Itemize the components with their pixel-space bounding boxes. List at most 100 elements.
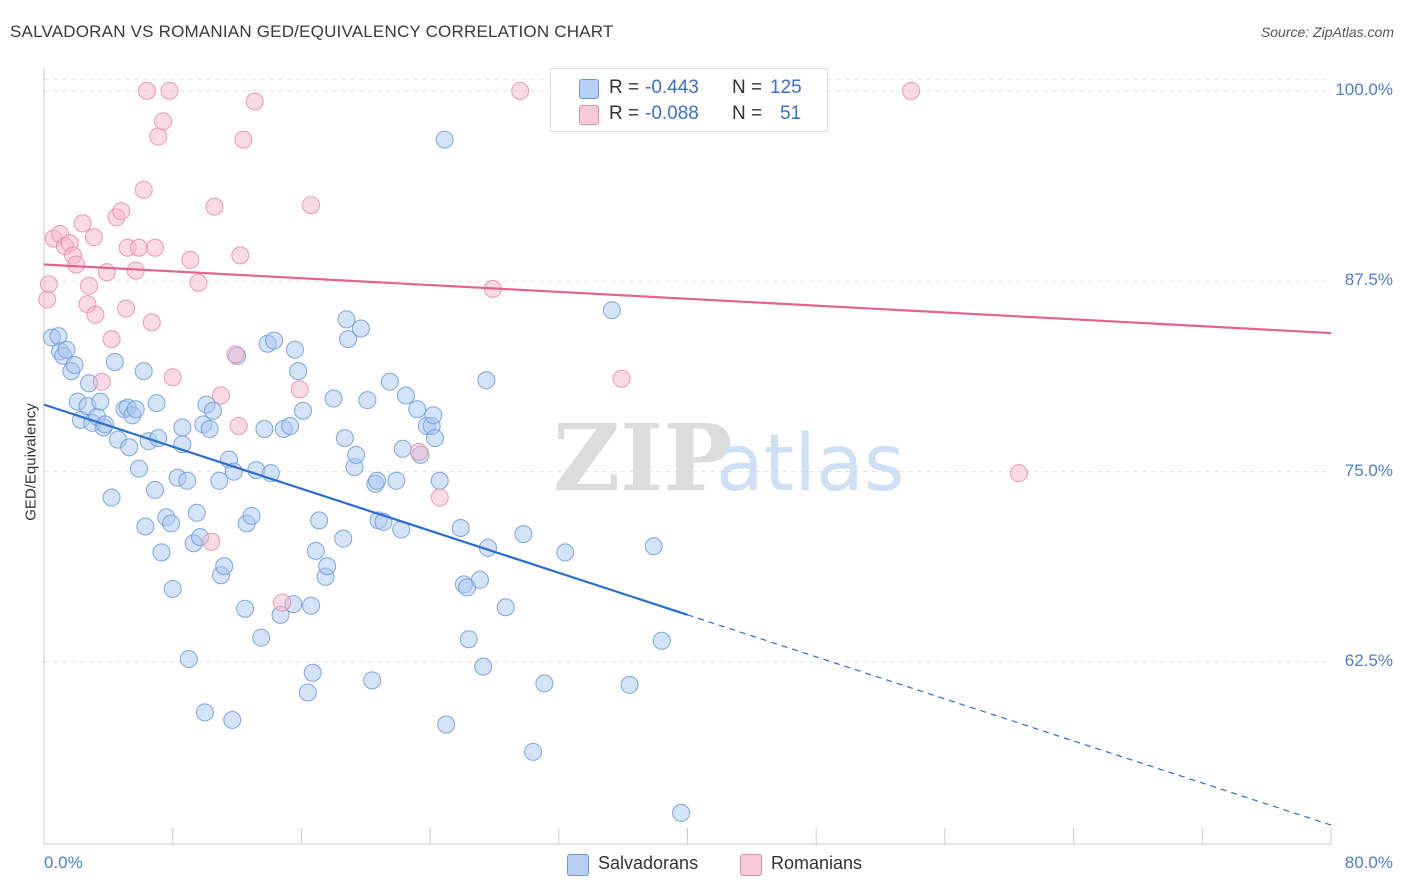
stats-n-value: 125 (770, 77, 802, 98)
romanians-point (154, 112, 173, 131)
salvadorans-point (57, 340, 76, 359)
salvadorans-point (318, 557, 337, 576)
salvadorans-point (302, 596, 321, 615)
salvadorans-point (242, 506, 261, 525)
salvadorans-point (368, 471, 387, 490)
romanians-trend-line (43, 263, 1332, 335)
salvadorans-point (459, 630, 478, 649)
y-tick-label: 87.5% (1344, 270, 1393, 290)
salvadorans-point (147, 394, 166, 413)
stats-legend-box: R = -0.443 N = 125 R = -0.088 N = 51 (550, 68, 828, 132)
salvadorans-point (187, 503, 206, 522)
salvadorans-point (470, 570, 489, 589)
salvadorans-point (306, 541, 325, 560)
stats-n-value: 51 (780, 103, 802, 124)
romanians-point (229, 416, 248, 435)
romanians-point (86, 305, 105, 324)
romanians-point (149, 127, 168, 146)
romanians-point (409, 442, 428, 461)
salvadorans-point (424, 406, 443, 425)
x-tick-label-start: 0.0% (44, 853, 83, 872)
romanians-point (134, 180, 153, 199)
romanians-point (181, 250, 200, 269)
salvadorans-point (146, 480, 165, 499)
salvadorans-trend-line (43, 403, 688, 616)
salvadorans-point (437, 715, 456, 734)
salvadorans-trend-extension (687, 614, 1332, 826)
salvadorans-point (203, 401, 222, 420)
salvadorans-point (252, 628, 271, 647)
stats-row-salvadorans: R = -0.443 N = 125 (551, 75, 827, 101)
salvadorans-point (425, 429, 444, 448)
salvadorans-point (173, 418, 192, 437)
salvadorans-point (396, 386, 415, 405)
chart-title: SALVADORAN VS ROMANIAN GED/EQUIVALENCY C… (10, 22, 614, 41)
watermark-zip: ZIP (553, 404, 732, 512)
salvadorans-point (435, 130, 454, 149)
salvadorans-point (120, 438, 139, 457)
salvadorans-point (556, 543, 575, 562)
salvadorans-point (136, 517, 155, 536)
romanians-point (67, 255, 86, 274)
stats-row-romanians: R = -0.088 N = 51 (551, 101, 827, 127)
romanians-point (1009, 464, 1028, 483)
salvadorans-point (126, 400, 145, 419)
romanians-point (39, 275, 58, 294)
salvadorans-point (652, 631, 671, 650)
stats-r-value: -0.443 (645, 77, 699, 98)
romanians-point (245, 92, 264, 111)
romanians-point (189, 273, 208, 292)
legend-label: Romanians (771, 853, 863, 873)
salvadorans-point (289, 362, 308, 381)
romanians-point (211, 386, 230, 405)
romanians-point (290, 380, 309, 399)
y-tick-label: 75.0% (1344, 460, 1393, 480)
salvadorans-point (351, 319, 370, 338)
romanians-point (73, 214, 92, 233)
stats-r-label: R = (609, 77, 640, 98)
stats-n-label: N = (732, 77, 763, 98)
chart-legend: Salvadorans Romanians (0, 852, 1406, 876)
legend-label: Salvadorans (598, 853, 699, 873)
salvadorans-point (178, 471, 197, 490)
romanians-point (80, 276, 99, 295)
romanians-point (202, 532, 221, 551)
romanians-swatch-icon (579, 105, 599, 125)
salvadorans-point (347, 445, 366, 464)
romanians-point (92, 372, 111, 391)
salvadorans-point (210, 471, 229, 490)
salvadorans-point (195, 703, 214, 722)
salvadorans-point (163, 579, 182, 598)
x-tick-label-end: 80.0% (1344, 853, 1393, 872)
salvadorans-point (102, 488, 121, 507)
salvadorans-swatch-icon (579, 79, 599, 99)
salvadorans-point (334, 529, 353, 548)
romanians-point (160, 81, 179, 100)
salvadorans-point (535, 674, 554, 693)
salvadorans-point (91, 392, 110, 411)
salvadorans-point (363, 671, 382, 690)
salvadorans-point (310, 511, 329, 530)
romanians-point (302, 196, 321, 215)
salvadorans-legend-swatch-icon (567, 854, 589, 876)
salvadorans-point (281, 416, 300, 435)
y-tick-label: 62.5% (1344, 651, 1393, 671)
stats-n-label: N = (732, 103, 763, 124)
salvadorans-point (335, 429, 354, 448)
salvadorans-point (496, 598, 515, 617)
salvadorans-point (474, 657, 493, 676)
salvadorans-point (408, 400, 427, 419)
salvadorans-point (105, 352, 124, 371)
salvadorans-point (265, 331, 284, 350)
salvadorans-point (358, 391, 377, 410)
salvadorans-point (162, 514, 181, 533)
salvadorans-point (134, 362, 153, 381)
romanians-point (97, 263, 116, 282)
salvadorans-point (294, 401, 313, 420)
romanians-point (112, 202, 131, 221)
romanians-point (117, 299, 136, 318)
salvadorans-point (303, 663, 322, 682)
romanians-point (226, 345, 245, 364)
salvadorans-point (339, 330, 358, 349)
romanians-point (511, 81, 530, 100)
